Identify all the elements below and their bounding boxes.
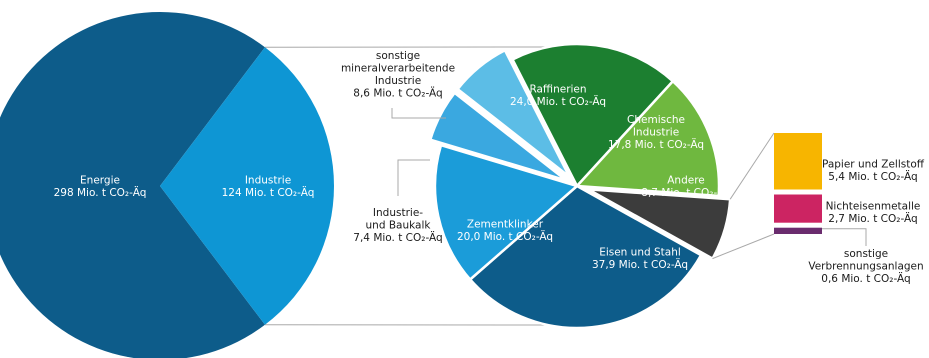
slice-industrie-und-baukalk	[428, 91, 568, 182]
bar-papier-und-zellstoff	[774, 133, 822, 190]
leader-sonstige-verbrennung	[822, 228, 867, 246]
label-nichteisenmetalle-line-2: 2,7 Mio. t CO₂-Äq	[828, 212, 917, 225]
slice-energie	[0, 12, 265, 358]
label-zementklinker-line-2: 20,0 Mio. t CO₂-Äq	[457, 230, 553, 243]
label-raffinerien-line-2: 24,0 Mio. t CO₂-Äq	[510, 95, 606, 108]
slice-sonstige-mineralverarbeitende-industrie	[455, 48, 571, 178]
label-industrie-und-baukalk-line-3: 7,4 Mio. t CO₂-Äq	[353, 231, 442, 244]
label-nichteisenmetalle-line-1: Nichteisenmetalle	[826, 200, 921, 212]
label-sonstige-verbrennungsanlagen-line-1: sonstige	[844, 248, 888, 260]
label-industrie-und-baukalk-line-2: und Baukalk	[366, 220, 432, 232]
label-papier-und-zellstoff-line-2: 5,4 Mio. t CO₂-Äq	[828, 170, 917, 183]
label-andere-line-1: Andere	[667, 174, 705, 186]
label-papier-und-zellstoff-line-1: Papier und Zellstoff	[822, 158, 925, 170]
connector-andere-top	[729, 132, 775, 200]
label-chemische-industrie-line-2: Industrie	[633, 127, 679, 139]
label-sonstige-mineralverarbeitende-industrie-line-4: 8,6 Mio. t CO₂-Äq	[353, 86, 442, 99]
slice-zementklinker	[433, 143, 580, 282]
label-sonstige-mineralverarbeitende-industrie-line-3: Industrie	[375, 75, 421, 87]
label-energie-line-2: 298 Mio. t CO₂-Äq	[54, 186, 147, 199]
leader-baukalk	[397, 159, 430, 196]
label-eisen-und-stahl-line-2: 37,9 Mio. t CO₂-Äq	[592, 258, 688, 271]
slice-eisen-und-stahl	[468, 184, 703, 330]
slice-industrie	[160, 47, 334, 325]
label-chemische-industrie-line-3: 17,8 Mio. t CO₂-Äq	[608, 138, 704, 151]
label-raffinerien-line-1: Raffinerien	[529, 83, 586, 95]
label-chemische-industrie-line-1: Chemische	[627, 114, 685, 126]
label-industrie-line-1: Industrie	[245, 174, 291, 186]
label-eisen-und-stahl-line-1: Eisen und Stahl	[599, 246, 681, 258]
label-industrie-line-2: 124 Mio. t CO₂-Äq	[222, 186, 315, 199]
bar-sonstige-verbrennungsanlagen	[774, 227, 822, 234]
connector-andere-bottom	[712, 233, 775, 260]
label-zementklinker-line-1: Zementklinker	[467, 218, 544, 230]
label-energie-line-1: Energie	[80, 174, 120, 186]
label-sonstige-verbrennungsanlagen-line-2: Verbrennungsanlagen	[808, 261, 923, 273]
label-industrie-und-baukalk-line-1: Industrie-	[373, 207, 423, 219]
label-sonstige-mineralverarbeitende-industrie-line-2: mineralverarbeitende	[341, 62, 455, 74]
slice-raffinerien	[510, 42, 675, 189]
label-andere-line-2: 8,7 Mio. t CO₂-Äq	[641, 186, 730, 199]
bar-nichteisenmetalle	[774, 194, 822, 223]
label-sonstige-mineralverarbeitende-industrie-line-1: sonstige	[376, 50, 420, 62]
leader-sonstige-mineral	[391, 108, 446, 119]
slice-chemische-industrie	[574, 79, 721, 198]
label-sonstige-verbrennungsanlagen-line-3: 0,6 Mio. t CO₂-Äq	[821, 272, 910, 285]
